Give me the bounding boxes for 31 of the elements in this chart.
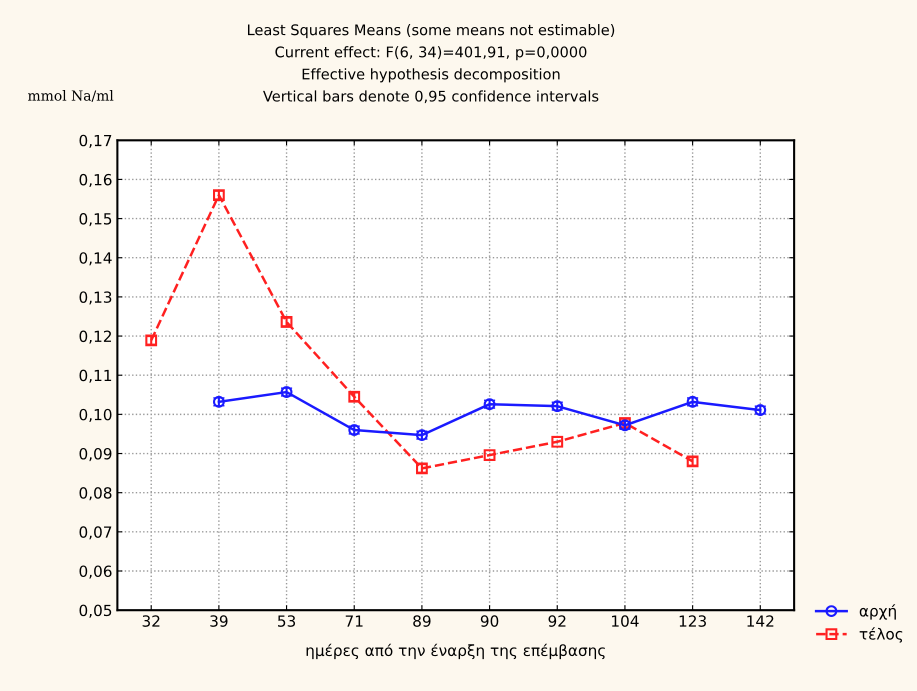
text: Vertical bars denote 0,95 confidence intervals [263, 90, 598, 104]
legend-label: τέλος [860, 627, 902, 643]
chart-title: Least Squares Means (some means not estimable) [248, 24, 614, 38]
y-tick-label: 0,10 [80, 408, 112, 422]
y-tick-label: 0,13 [80, 291, 112, 304]
y-tick-label: 0,11 [80, 370, 112, 383]
y-tick-label: 0,08 [80, 487, 112, 500]
x-tick-label: 89 [413, 615, 431, 627]
x-axis-title: ημέρες από την έναρξη της επέμβασης [306, 644, 605, 660]
x-tick-label: 32 [142, 615, 160, 627]
x-tick-label: 104 [612, 615, 639, 627]
y-tick-label: 0,15 [80, 213, 112, 226]
x-tick-label: 39 [210, 615, 228, 627]
y-tick-label: 0,12 [80, 330, 111, 344]
x-tick-label: 90 [480, 615, 498, 627]
y-tick-label: 0,14 [80, 252, 112, 266]
y-tick-label: 0,07 [80, 526, 112, 540]
x-tick-label: 53 [278, 615, 296, 627]
text: Effective hypothesis decomposition [302, 68, 560, 82]
x-tick-label: 123 [680, 615, 706, 627]
y-tick-label: 0,06 [80, 565, 112, 579]
y-tick-label: 0,16 [80, 174, 112, 188]
chart-subtitle: Current effect: F(6, 34)=401,91, p=0,0000 [275, 46, 586, 60]
y-tick-label: 0,09 [80, 448, 112, 462]
y-tick-label: 0,17 [80, 134, 112, 148]
x-tick-label: 92 [548, 615, 566, 627]
y-tick-label: 0,05 [80, 604, 112, 618]
x-tick-label: 142 [747, 615, 774, 627]
y-axis-title: mmol Na/ml [28, 90, 114, 102]
x-tick-label: 71 [346, 615, 363, 627]
legend-label: αρχή [860, 604, 896, 620]
